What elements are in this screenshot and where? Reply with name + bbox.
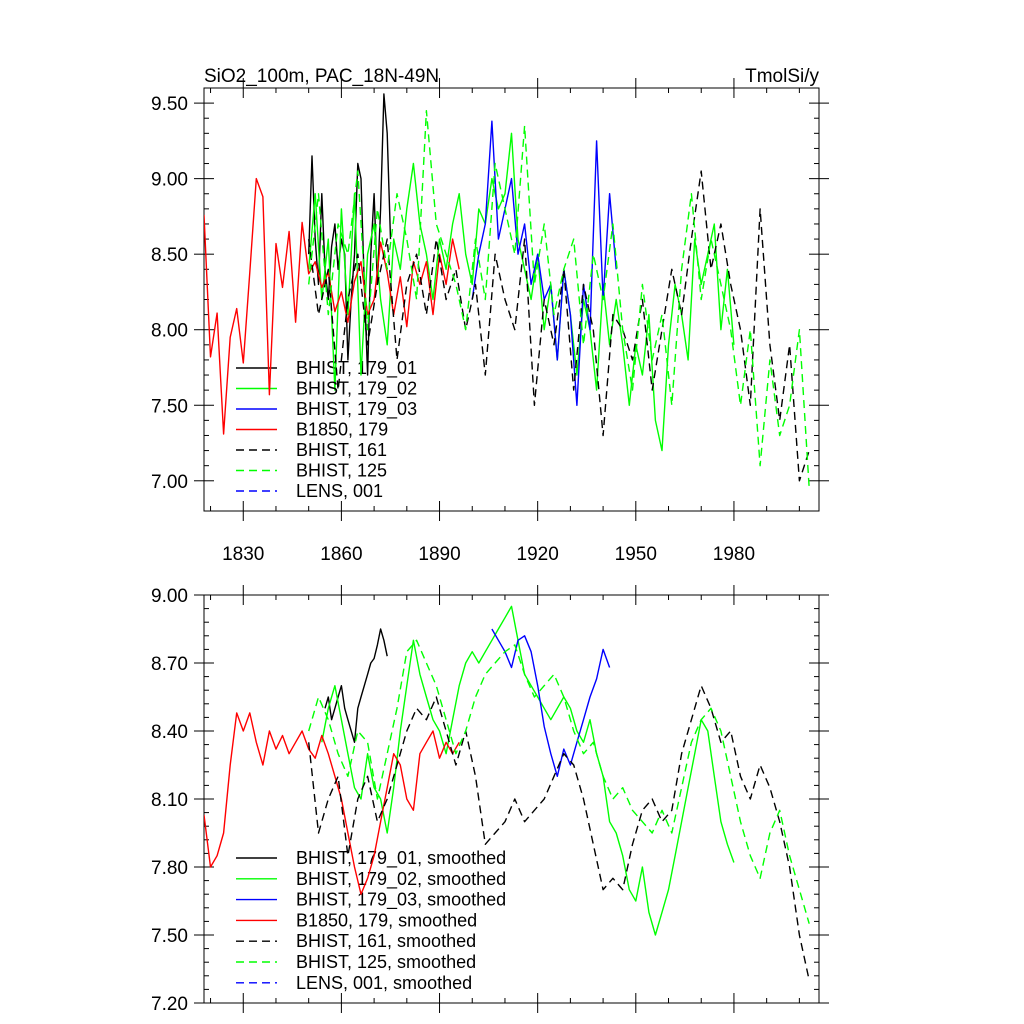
legend-label: BHIST, 179_02 (296, 379, 417, 400)
series-line (308, 639, 810, 924)
series-line (491, 628, 611, 777)
y-tick-label: 9.00 (151, 586, 188, 607)
series-line (308, 109, 810, 489)
series-line (324, 628, 388, 743)
legend-label: B1850, 179, smoothed (296, 910, 477, 930)
y-tick-label: 7.20 (151, 994, 188, 1015)
legend-label: BHIST, 179_01 (296, 358, 417, 379)
y-tick-label: 8.00 (151, 321, 188, 342)
x-tick-label: 1830 (222, 544, 264, 565)
units-label: TmolSi/y (745, 66, 819, 87)
legend-label: BHIST, 125 (296, 461, 387, 481)
y-tick-label: 9.50 (151, 94, 188, 115)
y-tick-label: 7.80 (151, 858, 188, 879)
series-line (204, 177, 460, 435)
series-line (308, 170, 810, 482)
legend-label: BHIST, 125, smoothed (296, 952, 476, 972)
legend-label: BHIST, 179_02, smoothed (296, 869, 506, 890)
x-tick-label: 1980 (713, 544, 755, 565)
series-line (308, 685, 810, 981)
y-tick-label: 8.70 (151, 654, 188, 675)
y-tick-label: 7.00 (151, 472, 188, 493)
series-line (308, 132, 735, 452)
x-tick-label: 1950 (615, 544, 657, 565)
legend-label: LENS, 001, smoothed (296, 973, 472, 993)
legend-label: B1850, 179 (296, 420, 388, 440)
legend-label: BHIST, 161, smoothed (296, 931, 476, 951)
x-tick-label: 1920 (517, 544, 559, 565)
legend-label: BHIST, 179_03 (296, 399, 417, 420)
series-line (204, 712, 460, 895)
legend-label: BHIST, 161 (296, 440, 387, 460)
y-tick-label: 7.50 (151, 396, 188, 417)
x-tick-label: 1890 (418, 544, 460, 565)
legend-label: LENS, 001 (296, 481, 383, 501)
y-tick-label: 8.40 (151, 722, 188, 743)
y-tick-label: 8.50 (151, 245, 188, 266)
x-tick-label: 1860 (320, 544, 362, 565)
series-line (321, 605, 735, 936)
y-tick-label: 8.10 (151, 790, 188, 811)
y-tick-label: 9.00 (151, 170, 188, 191)
chart-title: SiO2_100m, PAC_18N-49N (204, 66, 439, 87)
top-panel: 7.00 7.50 8.00 8.50 9.00 9.50 1830 1860 1890 1920… (151, 66, 829, 565)
y-tick-label: 7.50 (151, 926, 188, 947)
bottom-panel: 7.20 7.50 7.80 8.10 8.40 8.70 9.00 BHIST, 179_0… (151, 585, 829, 1015)
legend-label: BHIST, 179_01, smoothed (296, 848, 506, 869)
legend-label: BHIST, 179_03, smoothed (296, 890, 506, 911)
